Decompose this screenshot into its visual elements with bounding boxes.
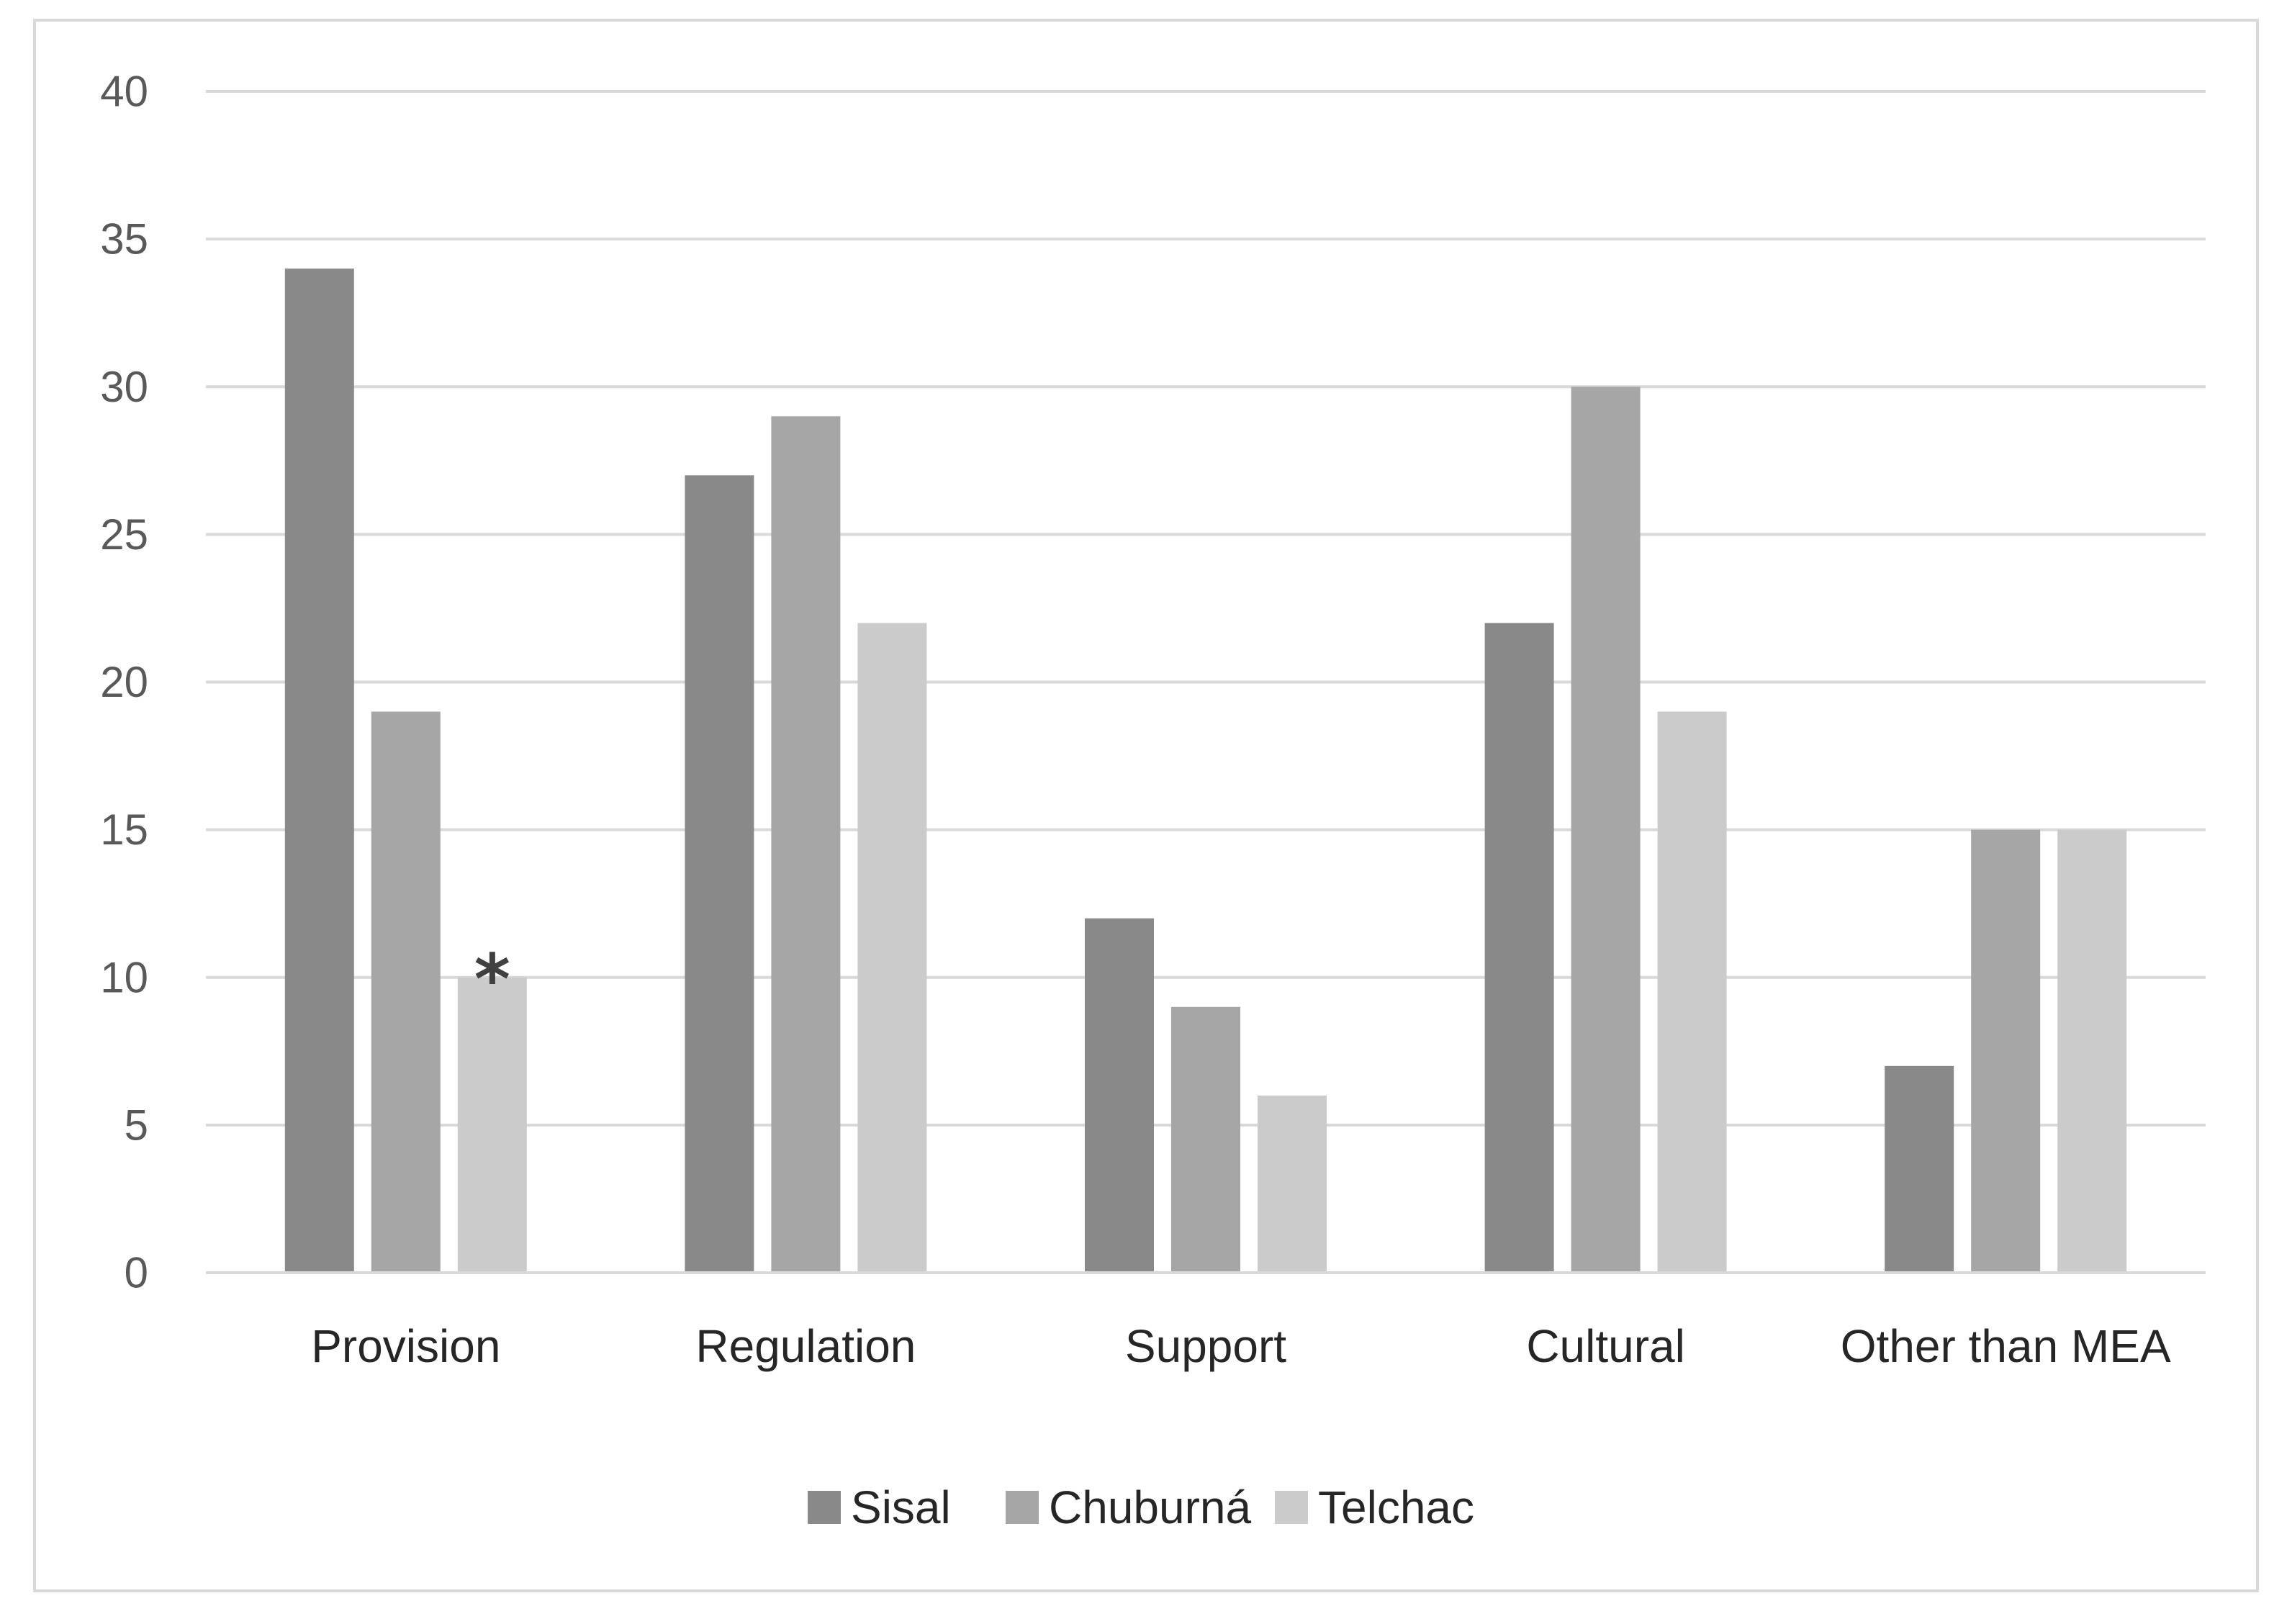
y-tick-label: 40 [100,68,148,116]
bar [371,711,441,1273]
x-category-label: Support [1125,1320,1286,1372]
bar [2057,829,2127,1273]
y-tick-label: 30 [100,363,148,411]
y-tick-label: 25 [100,510,148,559]
legend-label: Telchac [1318,1481,1474,1533]
x-category-label: Other than MEA [1841,1320,2171,1372]
legend-item: Sisal [808,1481,951,1533]
bar [771,416,841,1273]
y-tick-label: 35 [100,215,148,263]
legend-item: Chuburná [1006,1481,1252,1533]
x-category-label: Regulation [695,1320,916,1372]
bar [857,623,927,1273]
legend-swatch [808,1491,841,1524]
legend-label: Chuburná [1049,1481,1252,1533]
y-axis-tick-labels: 0 5 10 15 20 25 30 35 40 [100,68,148,1297]
annotation-asterisk: * [474,939,510,1020]
bar [1484,623,1554,1273]
legend-item: Telchac [1275,1481,1474,1533]
bar [1258,1095,1327,1273]
x-axis-category-labels: Provision Regulation Support Cultural Other … [311,1320,2171,1372]
annotations: * [474,939,510,1020]
y-tick-label: 20 [100,658,148,706]
bar [457,977,527,1273]
bar [685,475,754,1273]
y-tick-label: 10 [100,953,148,1001]
bar [1885,1065,1954,1273]
y-tick-label: 0 [125,1249,148,1297]
bar [284,269,354,1273]
y-tick-label: 5 [125,1101,148,1149]
legend: Sisal Chuburná Telchac [808,1481,1474,1533]
legend-label: Sisal [851,1481,951,1533]
bar [1085,918,1154,1273]
x-category-label: Provision [311,1320,500,1372]
legend-swatch [1006,1491,1039,1524]
legend-swatch [1275,1491,1308,1524]
bar [1657,711,1727,1273]
bars [206,269,2206,1274]
x-category-label: Cultural [1526,1320,1685,1372]
y-tick-label: 15 [100,806,148,854]
bar [1171,1006,1240,1273]
bar [1971,829,2041,1273]
bar [1571,387,1641,1273]
